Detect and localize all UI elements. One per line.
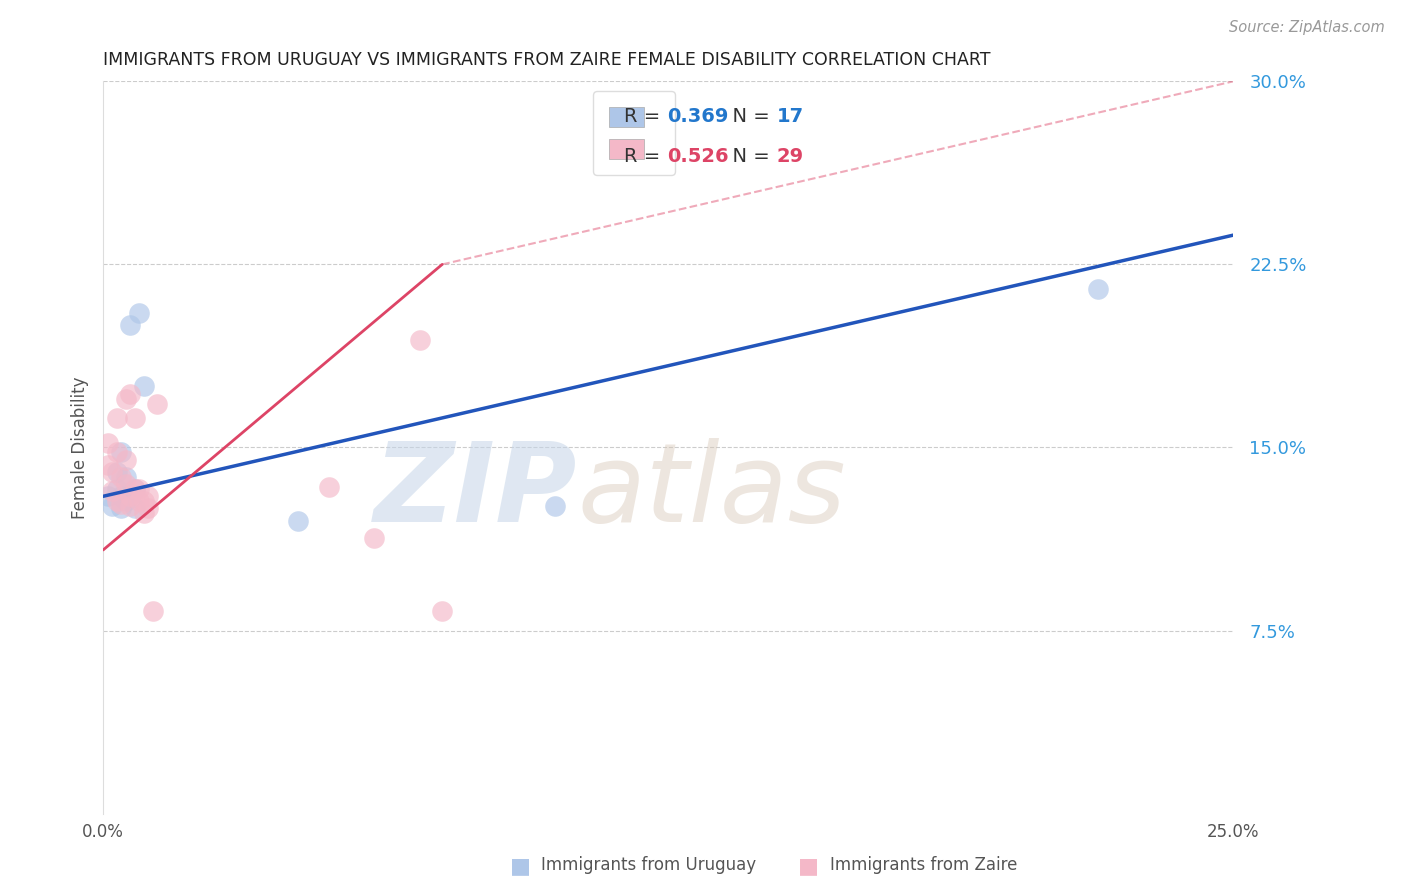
Text: Immigrants from Zaire: Immigrants from Zaire: [830, 856, 1017, 874]
Text: Source: ZipAtlas.com: Source: ZipAtlas.com: [1229, 20, 1385, 35]
Point: [430, 604, 453, 618]
Point: [128, 306, 150, 320]
Text: N =: N =: [720, 107, 776, 127]
Legend: , : ,: [593, 91, 675, 175]
Point: [120, 499, 142, 513]
Point: [124, 411, 146, 425]
Point: [105, 494, 128, 508]
Point: [101, 499, 124, 513]
Point: [142, 604, 165, 618]
Point: [110, 445, 132, 459]
Point: [97, 458, 120, 472]
Point: [146, 396, 169, 410]
Point: [97, 435, 120, 450]
Point: [132, 494, 155, 508]
Point: [544, 499, 567, 513]
Point: [110, 501, 132, 516]
Point: [114, 477, 136, 491]
Point: [114, 469, 136, 483]
Text: N =: N =: [720, 146, 776, 166]
Point: [105, 465, 128, 479]
Point: [120, 386, 142, 401]
Text: 0.526: 0.526: [666, 146, 728, 166]
Text: 0.369: 0.369: [666, 107, 728, 127]
Point: [105, 411, 128, 425]
Point: [138, 489, 160, 503]
Point: [110, 469, 132, 483]
Text: 17: 17: [776, 107, 804, 127]
Point: [138, 501, 160, 516]
Point: [110, 489, 132, 503]
Text: atlas: atlas: [578, 438, 846, 545]
Text: ■: ■: [510, 856, 530, 876]
Point: [128, 482, 150, 496]
Text: ZIP: ZIP: [374, 438, 578, 545]
Point: [114, 452, 136, 467]
Text: R =: R =: [624, 146, 666, 166]
Point: [124, 501, 146, 516]
Text: R =: R =: [624, 107, 666, 127]
Point: [128, 494, 150, 508]
Point: [105, 445, 128, 459]
Point: [124, 482, 146, 496]
Point: [132, 507, 155, 521]
Text: IMMIGRANTS FROM URUGUAY VS IMMIGRANTS FROM ZAIRE FEMALE DISABILITY CORRELATION C: IMMIGRANTS FROM URUGUAY VS IMMIGRANTS FR…: [103, 51, 991, 69]
Y-axis label: Female Disability: Female Disability: [72, 376, 89, 519]
Text: Immigrants from Uruguay: Immigrants from Uruguay: [541, 856, 756, 874]
Point: [114, 494, 136, 508]
Point: [132, 379, 155, 393]
Point: [101, 465, 124, 479]
Point: [120, 489, 142, 503]
Point: [110, 497, 132, 511]
Point: [114, 392, 136, 406]
Point: [120, 318, 142, 333]
Point: [408, 333, 430, 347]
Point: [105, 482, 128, 496]
Point: [124, 482, 146, 496]
Point: [97, 489, 120, 503]
Point: [1087, 282, 1109, 296]
Point: [318, 479, 340, 493]
Point: [287, 514, 309, 528]
Point: [363, 531, 385, 545]
Text: 29: 29: [776, 146, 804, 166]
Text: ■: ■: [799, 856, 818, 876]
Point: [101, 484, 124, 499]
